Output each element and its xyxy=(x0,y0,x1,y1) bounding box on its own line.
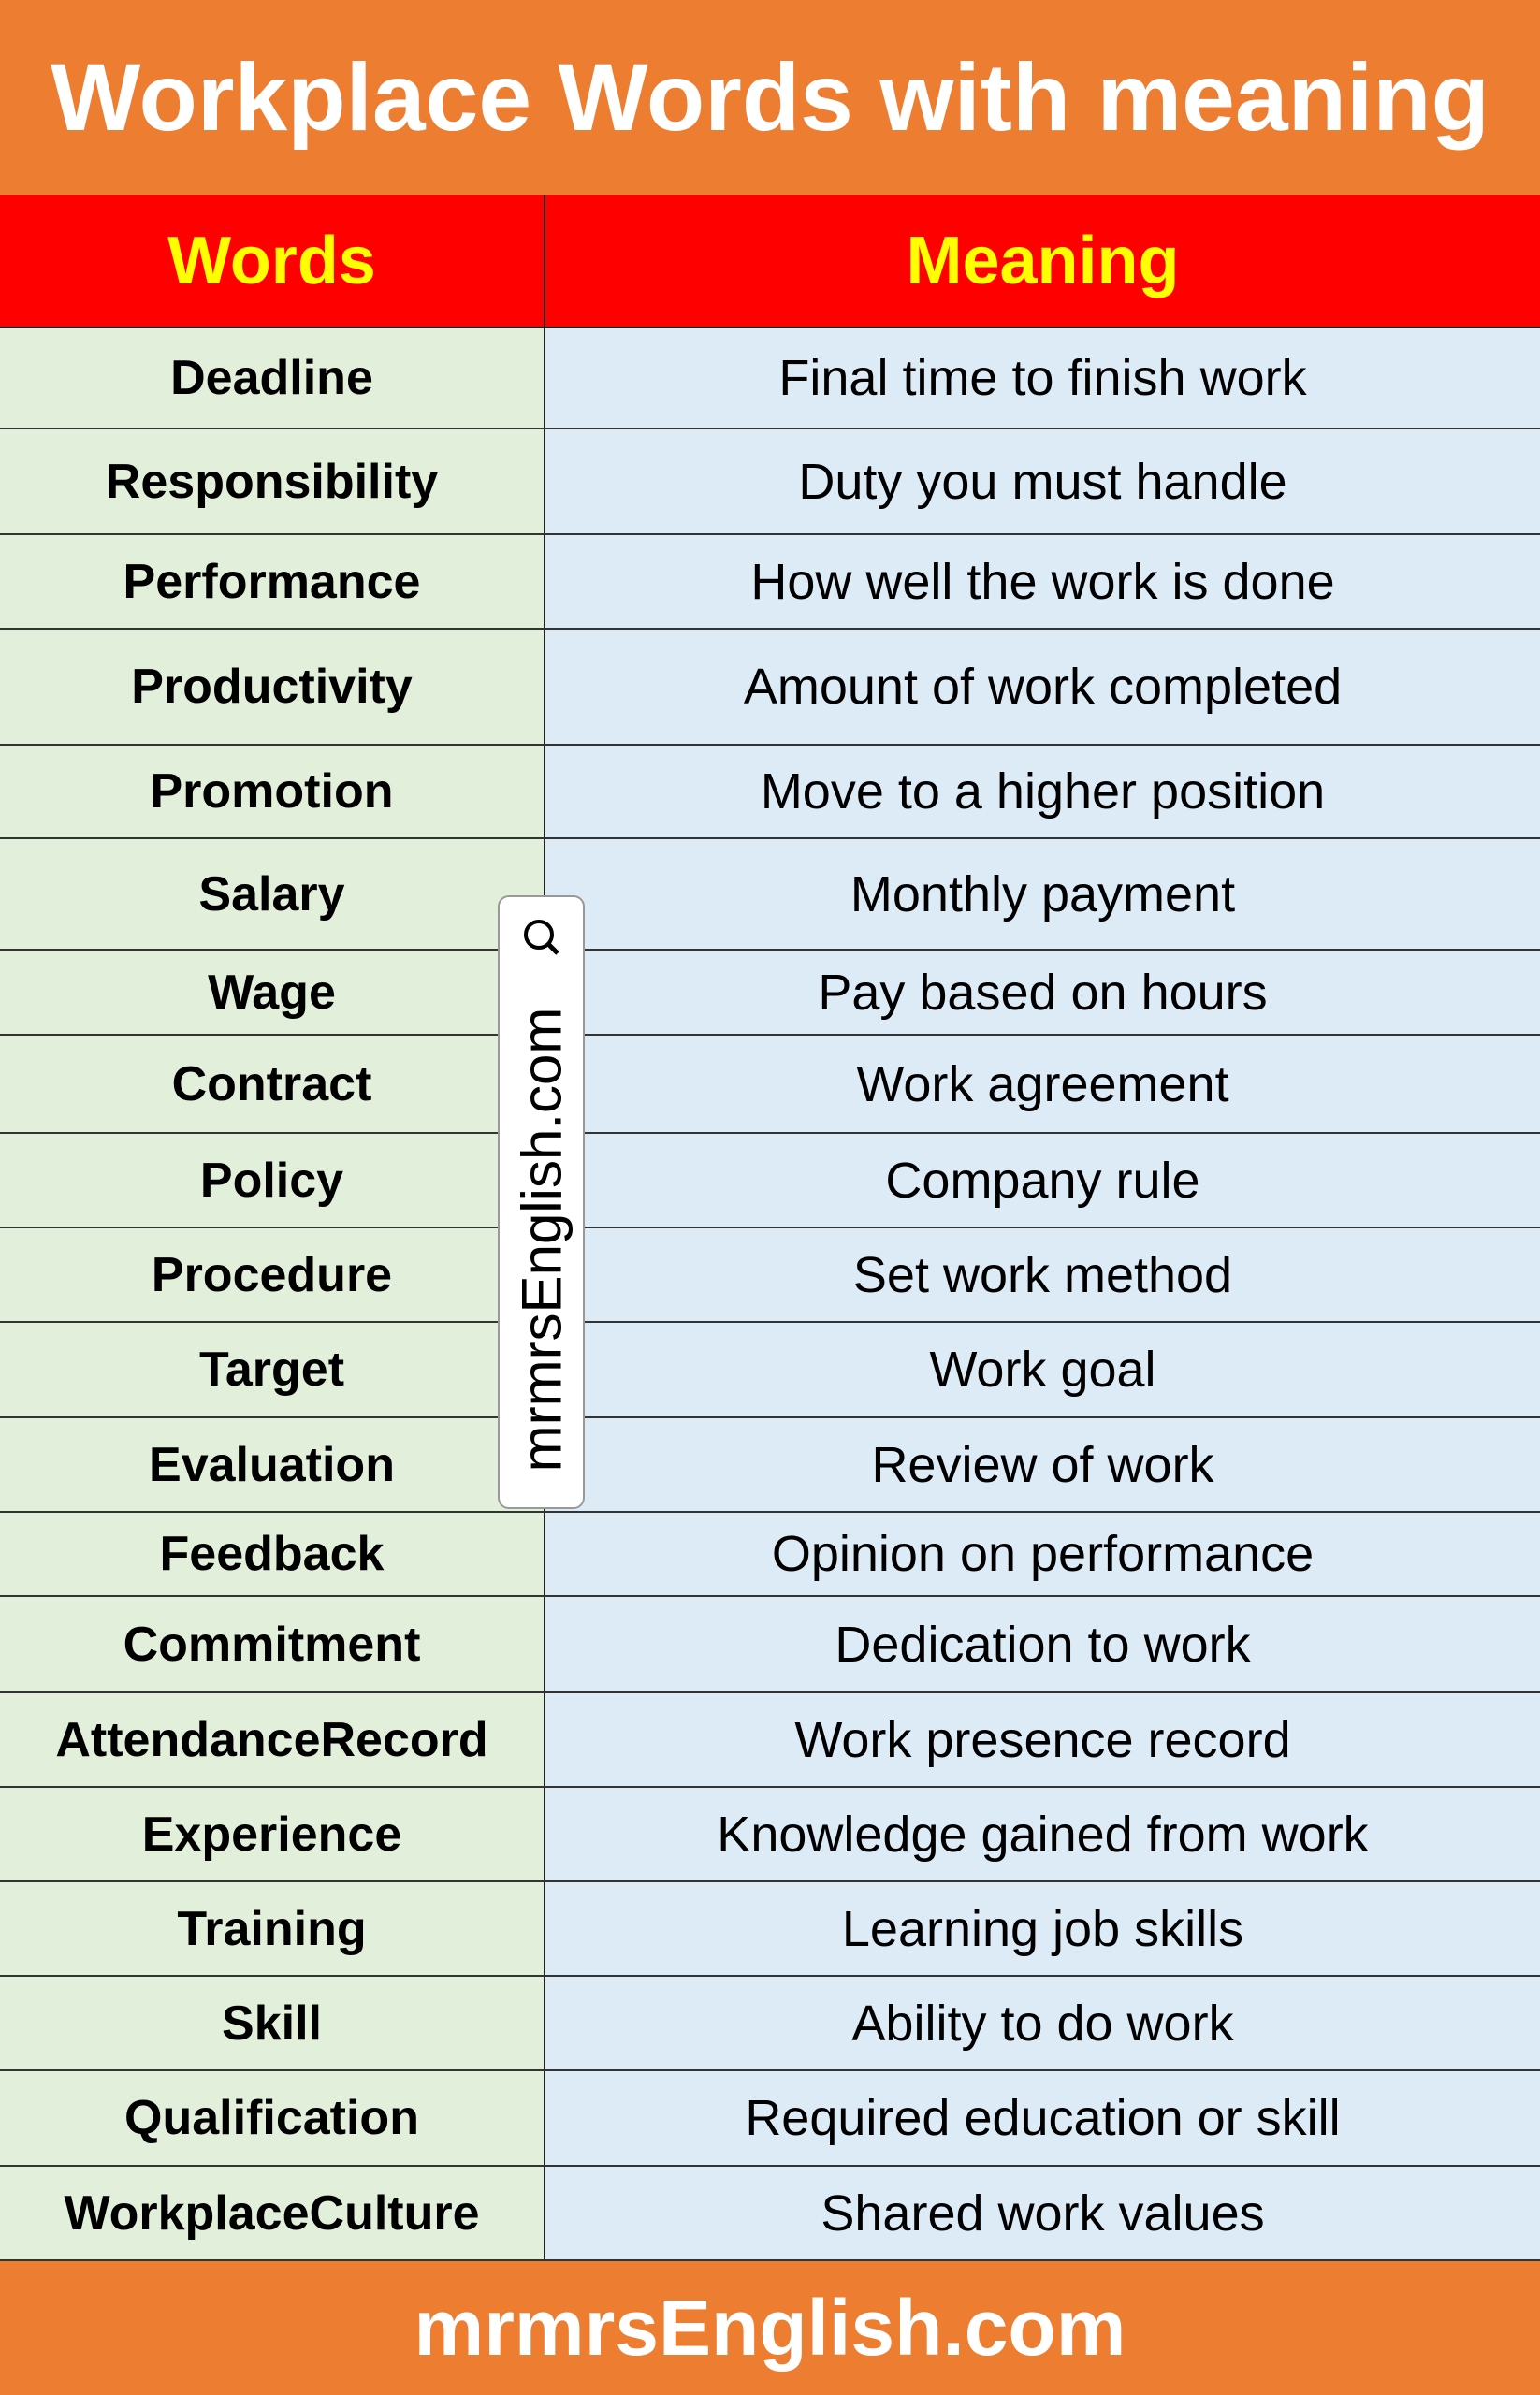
footer-site: mrmrsEnglish.com xyxy=(0,2261,1540,2395)
table-row: Qualification Required education or skill xyxy=(0,2071,1540,2167)
table-row: Commitment Dedication to work xyxy=(0,1597,1540,1693)
page-title: Workplace Words with meaning xyxy=(51,43,1489,151)
word-cell: Promotion xyxy=(0,746,545,837)
table-row: Deadline Final time to finish work xyxy=(0,328,1540,429)
header-words: Words xyxy=(0,195,545,327)
meaning-cell: Review of work xyxy=(545,1418,1540,1511)
table-row: Wage Pay based on hours xyxy=(0,951,1540,1036)
watermark-text: mrmrsEnglish.com xyxy=(510,1007,573,1473)
meaning-cell: Set work method xyxy=(545,1228,1540,1321)
table-row: Experience Knowledge gained from work xyxy=(0,1788,1540,1882)
table-body: Deadline Final time to finish work Respons… xyxy=(0,328,1540,2261)
word-cell: Commitment xyxy=(0,1597,545,1691)
meaning-cell: Amount of work completed xyxy=(545,630,1540,744)
watermark: mrmrsEnglish.com xyxy=(498,895,585,1509)
meaning-cell: Learning job skills xyxy=(545,1882,1540,1975)
word-cell: Policy xyxy=(0,1134,545,1227)
table-row: Feedback Opinion on performance xyxy=(0,1513,1540,1597)
word-cell: Performance xyxy=(0,535,545,628)
meaning-cell: Pay based on hours xyxy=(545,951,1540,1034)
table-row: Policy Company rule xyxy=(0,1134,1540,1228)
vocabulary-table: Words Meaning Deadline Final time to fini… xyxy=(0,195,1540,2261)
meaning-cell: Dedication to work xyxy=(545,1597,1540,1691)
word-cell: Training xyxy=(0,1882,545,1975)
meaning-cell: Move to a higher position xyxy=(545,746,1540,837)
title-banner: Workplace Words with meaning xyxy=(0,0,1540,195)
meaning-cell: Work presence record xyxy=(545,1693,1540,1786)
meaning-cell: How well the work is done xyxy=(545,535,1540,628)
word-cell: Feedback xyxy=(0,1513,545,1595)
word-cell: Wage xyxy=(0,951,545,1034)
table-row: Evaluation Review of work xyxy=(0,1418,1540,1513)
table-row: Responsibility Duty you must handle xyxy=(0,429,1540,535)
word-cell: Skill xyxy=(0,1977,545,2069)
magnifier-icon xyxy=(524,920,559,955)
word-cell: Procedure xyxy=(0,1228,545,1321)
meaning-cell: Knowledge gained from work xyxy=(545,1788,1540,1880)
table-row: Performance How well the work is done xyxy=(0,535,1540,630)
meaning-cell: Required education or skill xyxy=(545,2071,1540,2165)
meaning-cell: Duty you must handle xyxy=(545,429,1540,533)
header-meaning: Meaning xyxy=(906,223,1180,298)
table-row: Target Work goal xyxy=(0,1323,1540,1418)
table-row: Promotion Move to a higher position xyxy=(0,746,1540,839)
word-cell: Salary xyxy=(0,839,545,949)
meaning-cell: Final time to finish work xyxy=(545,328,1540,428)
meaning-cell: Company rule xyxy=(545,1134,1540,1227)
table-row: Contract Work agreement xyxy=(0,1036,1540,1134)
word-cell: Target xyxy=(0,1323,545,1416)
table-row: Training Learning job skills xyxy=(0,1882,1540,1977)
table-row: Productivity Amount of work completed xyxy=(0,630,1540,746)
word-cell: Responsibility xyxy=(0,429,545,533)
table-row: Salary Monthly payment xyxy=(0,839,1540,951)
table-row: WorkplaceCulture Shared work values xyxy=(0,2167,1540,2261)
word-cell: WorkplaceCulture xyxy=(0,2167,545,2259)
word-cell: Evaluation xyxy=(0,1418,545,1511)
word-cell: Productivity xyxy=(0,630,545,744)
meaning-cell: Ability to do work xyxy=(545,1977,1540,2069)
word-cell: Contract xyxy=(0,1036,545,1132)
meaning-cell: Work goal xyxy=(545,1323,1540,1416)
meaning-cell: Monthly payment xyxy=(545,839,1540,949)
table-row: Procedure Set work method xyxy=(0,1228,1540,1323)
meaning-cell: Opinion on performance xyxy=(545,1513,1540,1595)
meaning-cell: Work agreement xyxy=(545,1036,1540,1132)
table-header: Words Meaning xyxy=(0,195,1540,328)
table-row: AttendanceRecord Work presence record xyxy=(0,1693,1540,1788)
word-cell: Deadline xyxy=(0,328,545,428)
word-cell: Experience xyxy=(0,1788,545,1880)
meaning-cell: Shared work values xyxy=(545,2167,1540,2259)
word-cell: Qualification xyxy=(0,2071,545,2165)
word-cell: AttendanceRecord xyxy=(0,1693,545,1786)
table-row: Skill Ability to do work xyxy=(0,1977,1540,2071)
